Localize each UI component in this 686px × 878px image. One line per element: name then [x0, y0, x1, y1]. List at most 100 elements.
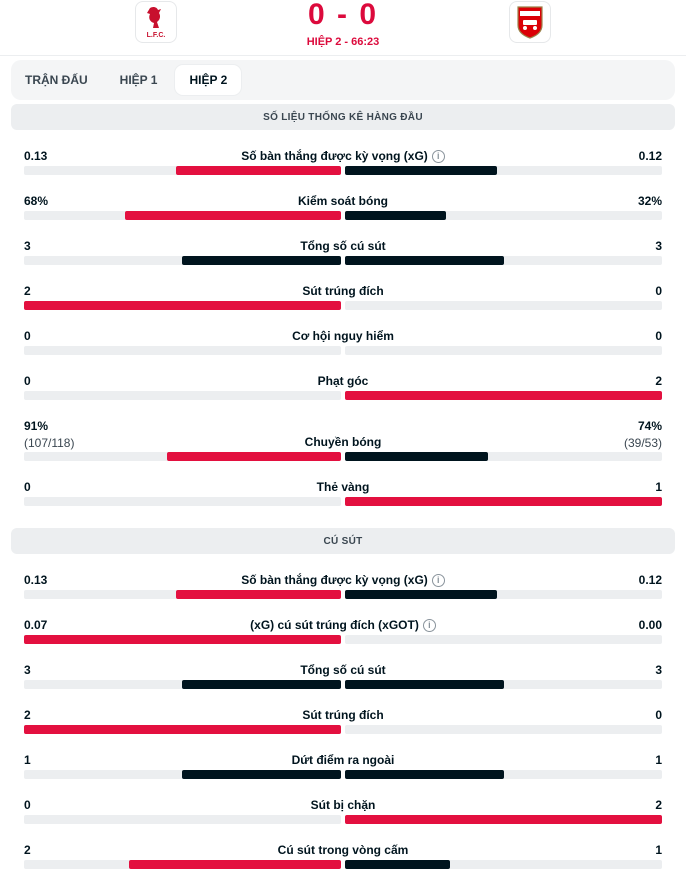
away-value-main: 1	[655, 843, 662, 857]
stat-label: Chuyền bóng	[24, 435, 662, 449]
stat-row: 3 3 Tổng số cú sút	[24, 663, 662, 703]
section-header: CÚ SÚT	[11, 528, 675, 554]
away-bar-track	[345, 166, 662, 175]
home-value-main: 2	[24, 284, 31, 298]
home-bar-track	[24, 635, 341, 644]
away-bar-track	[345, 635, 662, 644]
stat-label-text: Cơ hội nguy hiểm	[292, 329, 394, 343]
stat-label-text: Cú sút trong vòng cấm	[277, 843, 409, 857]
svg-text:L.F.C.: L.F.C.	[147, 32, 166, 39]
stat-label-text: Tổng số cú sút	[300, 239, 386, 253]
home-value-main: 2	[24, 843, 31, 857]
home-bar-track	[24, 860, 341, 869]
home-value: 0.13	[24, 573, 47, 587]
away-value: 1	[655, 480, 662, 494]
home-value: 0	[24, 374, 31, 388]
away-bar-track	[345, 497, 662, 506]
home-bar-fill	[129, 860, 341, 869]
stat-label: (xG) cú sút trúng đích (xGOT) i	[24, 618, 662, 632]
match-score: 0 - 0	[307, 0, 379, 31]
away-value: 2	[655, 374, 662, 388]
away-value-main: 32%	[637, 194, 662, 208]
away-bar-track	[345, 725, 662, 734]
away-bar-track	[345, 590, 662, 599]
away-value-main: 1	[655, 480, 662, 494]
home-bar-fill	[24, 725, 341, 734]
away-value: 3	[655, 663, 662, 677]
stat-label: Tổng số cú sút	[24, 663, 662, 677]
away-bar-track	[345, 860, 662, 869]
stat-label: Cú sút trong vòng cấm	[24, 843, 662, 857]
home-value-main: 2	[24, 708, 31, 722]
home-value-main: 0	[24, 798, 31, 812]
away-value: 0	[655, 708, 662, 722]
stat-row: 0.13 0.12 Số bàn thắng được kỳ vọng (xG) i	[24, 573, 662, 613]
stat-row: 0 1 Thẻ vàng	[24, 480, 662, 520]
away-value-main: 0	[655, 708, 662, 722]
home-value-main: 0	[24, 480, 31, 494]
info-icon[interactable]: i	[422, 619, 436, 632]
stat-label: Phạt góc	[24, 374, 662, 388]
home-value-main: 0	[24, 374, 31, 388]
home-value: 0	[24, 329, 31, 343]
away-value: 0	[655, 284, 662, 298]
away-value-main: 3	[655, 663, 662, 677]
home-bar-track	[24, 301, 341, 310]
stat-row: 2 0 Sút trúng đích	[24, 708, 662, 748]
stat-label-text: Sút bị chặn	[310, 798, 376, 812]
stat-label: Sút trúng đích	[24, 284, 662, 298]
stat-label: Kiểm soát bóng	[24, 194, 662, 208]
stat-row: 0.07 0.00 (xG) cú sút trúng đích (xGOT) i	[24, 618, 662, 658]
stat-row: 0 2 Phạt góc	[24, 374, 662, 414]
away-bar-track	[345, 770, 662, 779]
section-header: SỐ LIỆU THỐNG KÊ HÀNG ĐẦU	[11, 104, 675, 130]
period-tabs-background	[11, 60, 675, 100]
home-value-main: 0.13	[24, 573, 48, 587]
home-value: 1	[24, 753, 31, 767]
away-bar-track	[345, 680, 662, 689]
info-icon[interactable]: i	[431, 150, 445, 163]
home-value: 2	[24, 843, 31, 857]
away-bar-track	[345, 815, 662, 824]
home-bar-track	[24, 256, 341, 265]
tab-first-half[interactable]: HIỆP 1	[119, 73, 158, 87]
away-value-main: 0.12	[638, 149, 662, 163]
home-value: 0.13	[24, 149, 47, 163]
away-value: 32%	[638, 194, 662, 208]
stat-row: 2 0 Sút trúng đích	[24, 284, 662, 324]
liverpool-logo[interactable]: L.F.C.	[135, 1, 177, 43]
away-value: 74% (39/53)	[624, 419, 662, 450]
arsenal-logo[interactable]	[509, 1, 551, 43]
away-value-main: 0	[655, 329, 662, 343]
stat-label-text: Chuyền bóng	[304, 435, 382, 449]
stat-label-text: Sút trúng đích	[302, 708, 384, 722]
home-value-main: 3	[24, 663, 31, 677]
tab-match[interactable]: TRẬN ĐẤU	[25, 73, 88, 87]
info-icon[interactable]: i	[431, 574, 445, 587]
home-value-main: 0.07	[24, 618, 48, 632]
home-bar-track	[24, 770, 341, 779]
home-value: 3	[24, 239, 31, 253]
away-value: 0	[655, 329, 662, 343]
away-bar-fill	[345, 770, 504, 779]
away-bar-track	[345, 346, 662, 355]
tab-second-half[interactable]: HIỆP 2	[175, 65, 242, 95]
home-bar-track	[24, 497, 341, 506]
stat-label: Sút bị chặn	[24, 798, 662, 812]
away-bar-track	[345, 391, 662, 400]
stat-label-text: Sút trúng đích	[302, 284, 384, 298]
away-bar-track	[345, 256, 662, 265]
home-bar-fill	[24, 635, 341, 644]
away-bar-fill	[345, 391, 662, 400]
stat-row: 2 1 Cú sút trong vòng cấm	[24, 843, 662, 878]
stat-label-text: (xG) cú sút trúng đích (xGOT)	[250, 618, 419, 632]
away-bar-fill	[345, 590, 497, 599]
stat-row: 91% (107/118) 74% (39/53) Chuyền bóng	[24, 419, 662, 461]
match-period: HIỆP 2 - 66:23	[306, 36, 380, 48]
home-bar-track	[24, 211, 341, 220]
home-bar-track	[24, 725, 341, 734]
stat-label: Thẻ vàng	[24, 480, 662, 494]
home-value: 3	[24, 663, 31, 677]
home-value: 0	[24, 480, 31, 494]
home-bar-fill	[182, 770, 341, 779]
